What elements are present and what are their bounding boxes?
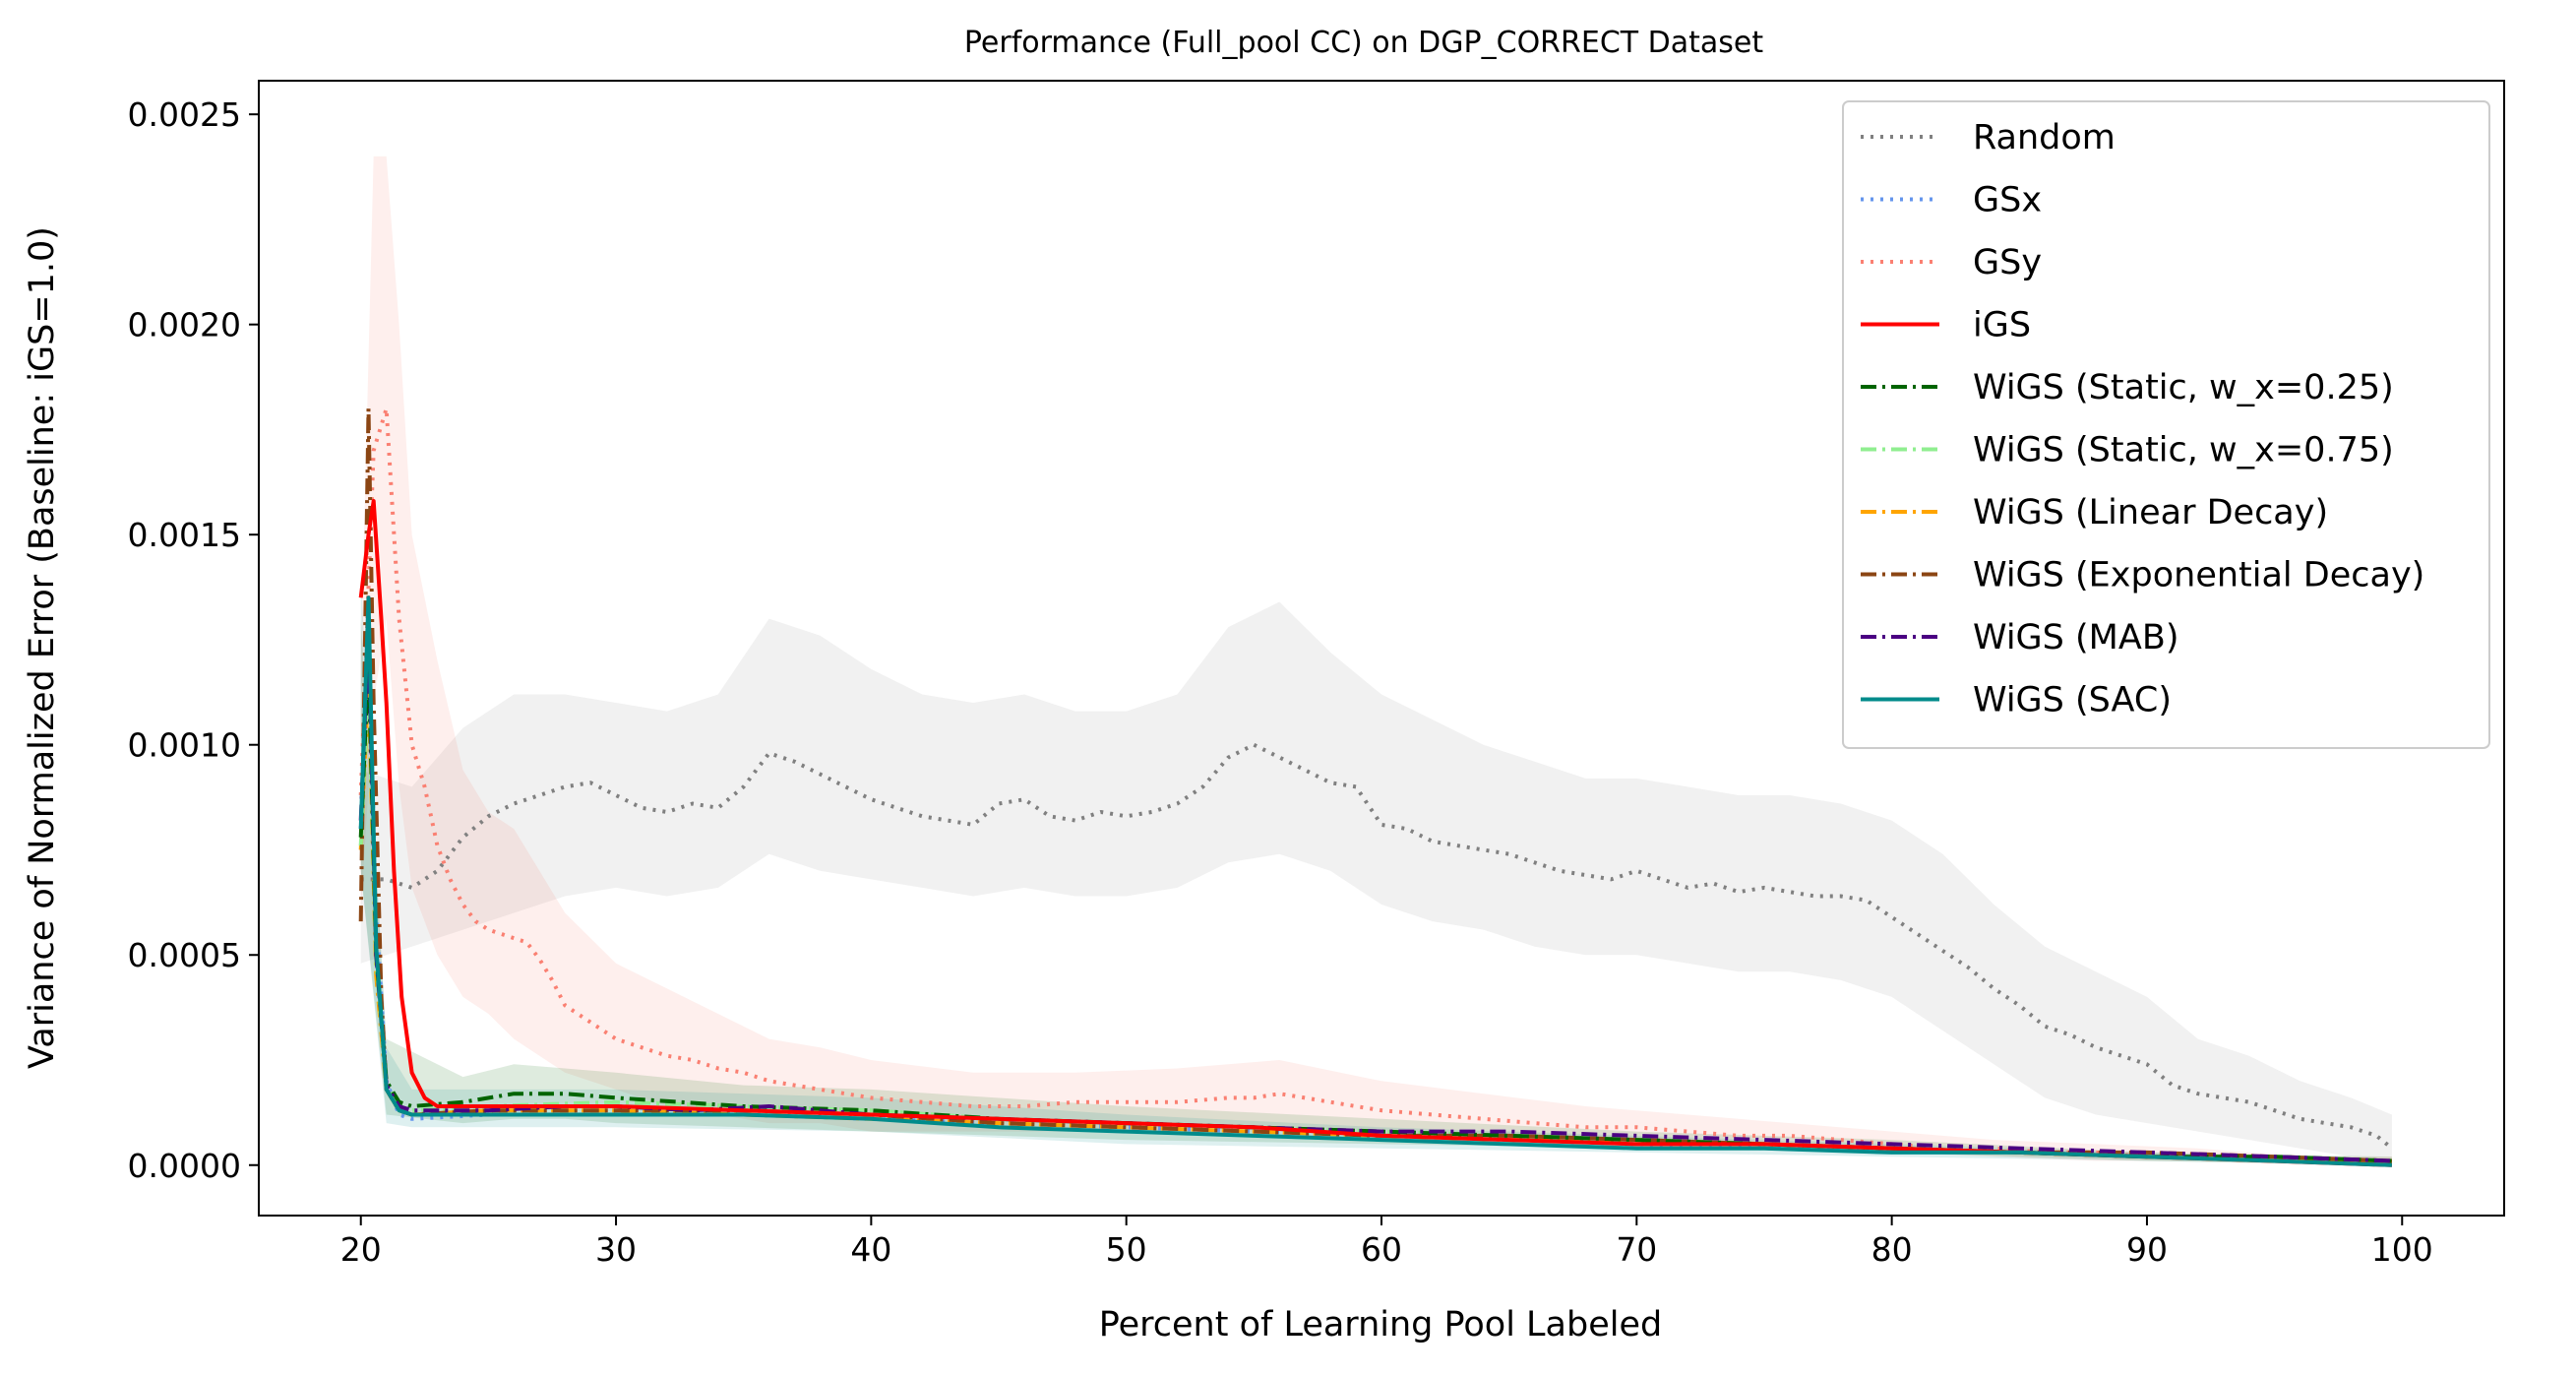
x-tick-label: 100 xyxy=(2371,1230,2433,1269)
x-tick-label: 90 xyxy=(2126,1230,2168,1269)
x-tick-label: 20 xyxy=(340,1230,382,1269)
legend-item-wigs-static-w-x-0-75: WiGS (Static, w_x=0.75) xyxy=(1861,431,2394,470)
x-tick-label: 40 xyxy=(850,1230,891,1269)
x-tick-label: 30 xyxy=(595,1230,637,1269)
legend-item-random: Random xyxy=(1861,118,2116,157)
legend-item-gsy: GSy xyxy=(1861,243,2042,282)
legend-label: WiGS (SAC) xyxy=(1973,681,2172,720)
x-axis: 20 30 40 50 60 70 80 90 100 xyxy=(340,1216,2433,1269)
legend-item-gsx: GSx xyxy=(1861,181,2042,220)
y-tick-label: 0.0020 xyxy=(128,306,241,344)
x-axis-label: Percent of Learning Pool Labeled xyxy=(1099,1305,1662,1344)
legend-label: WiGS (Linear Decay) xyxy=(1973,493,2328,532)
y-tick-label: 0.0005 xyxy=(128,936,241,974)
x-tick-label: 70 xyxy=(1616,1230,1657,1269)
band-gsy xyxy=(360,156,2392,1165)
chart-title: Performance (Full_pool CC) on DGP_CORREC… xyxy=(964,26,1763,60)
legend-label: iGS xyxy=(1973,306,2031,345)
y-tick-label: 0.0000 xyxy=(128,1147,241,1185)
x-tick-label: 80 xyxy=(1871,1230,1913,1269)
y-tick-label: 0.0015 xyxy=(128,516,241,554)
series-wigs-sac xyxy=(358,595,2392,1167)
legend-item-wigs-static-w-x-0-25: WiGS (Static, w_x=0.25) xyxy=(1861,368,2394,407)
legend-label: Random xyxy=(1973,118,2116,157)
series-random xyxy=(360,742,2394,1151)
y-tick-label: 0.0025 xyxy=(128,95,241,134)
x-tick-label: 60 xyxy=(1361,1230,1402,1269)
series-lines xyxy=(358,406,2394,1167)
legend-label: WiGS (Exponential Decay) xyxy=(1973,556,2424,595)
y-axis-label: Variance of Normalized Error (Baseline: … xyxy=(23,226,62,1069)
series-igs xyxy=(358,499,2392,1167)
legend-item-igs: iGS xyxy=(1861,306,2031,345)
legend-box xyxy=(1842,100,2490,749)
y-tick-label: 0.0010 xyxy=(128,726,241,765)
legend-label: WiGS (Static, w_x=0.25) xyxy=(1973,368,2394,407)
band-random xyxy=(360,601,2392,1165)
legend-label: WiGS (Static, w_x=0.75) xyxy=(1973,431,2394,470)
series-gsy xyxy=(358,406,2392,1163)
legend: Random GSx GSy iGS WiGS (Static, w_x=0.25) Wi… xyxy=(1842,100,2490,749)
legend-item-wigs-exponential-decay: WiGS (Exponential Decay) xyxy=(1861,556,2424,595)
legend-label: GSy xyxy=(1973,243,2042,282)
legend-item-wigs-mab: WiGS (MAB) xyxy=(1861,618,2179,657)
legend-label: GSx xyxy=(1973,181,2042,220)
y-axis: 0.0000 0.0005 0.0010 0.0015 0.0020 0.0025 xyxy=(128,95,259,1185)
legend-item-wigs-linear-decay: WiGS (Linear Decay) xyxy=(1861,493,2328,532)
legend-label: WiGS (MAB) xyxy=(1973,618,2179,657)
x-tick-label: 50 xyxy=(1106,1230,1147,1269)
legend-item-wigs-sac: WiGS (SAC) xyxy=(1861,681,2172,720)
